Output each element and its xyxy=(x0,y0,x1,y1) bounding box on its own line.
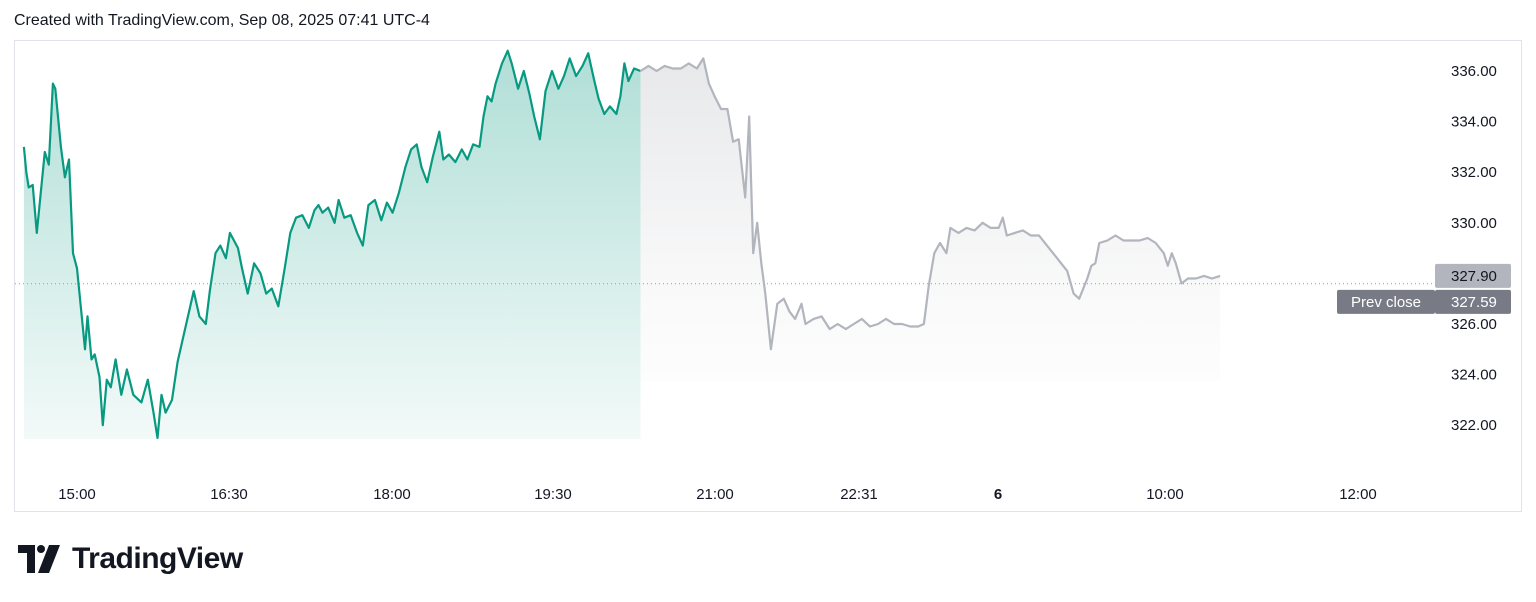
tradingview-logo[interactable]: TradingView xyxy=(18,542,243,576)
last-price-label: 327.90 xyxy=(1451,268,1497,285)
x-tick-label: 16:30 xyxy=(210,486,248,503)
y-tick-label: 326.00 xyxy=(1451,316,1497,333)
y-tick-label: 330.00 xyxy=(1451,215,1497,232)
y-tick-label: 336.00 xyxy=(1451,63,1497,80)
series-area-extended xyxy=(640,58,1221,382)
x-tick-label: 10:00 xyxy=(1146,486,1184,503)
tradingview-wordmark: TradingView xyxy=(72,542,243,575)
y-tick-label: 332.00 xyxy=(1451,164,1497,181)
prev-close-badge xyxy=(1435,289,1511,314)
series-area-regular xyxy=(23,50,641,440)
x-tick-label: 12:00 xyxy=(1339,486,1377,503)
chart-credit: Created with TradingView.com, Sep 08, 20… xyxy=(14,12,430,29)
x-tick-label: 22:31 xyxy=(840,486,878,503)
x-tick-label: 21:00 xyxy=(696,486,734,503)
y-tick-label: 334.00 xyxy=(1451,114,1497,131)
y-tick-label: 322.00 xyxy=(1451,417,1497,434)
last-price-badge xyxy=(1435,263,1511,288)
price-chart[interactable]: 336.00334.00332.00330.00328.00326.00324.… xyxy=(15,41,1521,511)
prev-close-value: 327.59 xyxy=(1451,294,1497,311)
y-tick-label: 324.00 xyxy=(1451,367,1497,384)
x-tick-label: 15:00 xyxy=(58,486,96,503)
prev-close-caption-badge xyxy=(1337,289,1435,314)
series-line-extended[interactable] xyxy=(639,57,1221,351)
series-line-regular[interactable] xyxy=(22,49,641,439)
chart-panel[interactable]: 336.00334.00332.00330.00328.00326.00324.… xyxy=(14,40,1522,512)
x-tick-label: 6 xyxy=(994,486,1002,503)
tradingview-logo-icon xyxy=(18,545,60,573)
prev-close-caption: Prev close xyxy=(1351,294,1421,311)
x-tick-label: 18:00 xyxy=(373,486,411,503)
x-tick-label: 19:30 xyxy=(534,486,572,503)
